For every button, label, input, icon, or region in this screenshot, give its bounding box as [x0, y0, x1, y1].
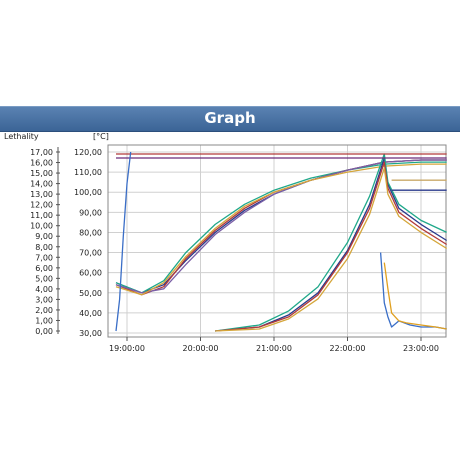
lethality-series-line: [115, 151, 132, 332]
left-tick-label: 5,00: [35, 274, 53, 283]
left-tick-label: 14,00: [30, 180, 53, 189]
temperature-series-line: [115, 161, 447, 294]
temperature-series-line: [383, 262, 447, 330]
left-tick-label: 2,00: [35, 306, 53, 315]
left-tick-label: 10,00: [30, 222, 53, 231]
x-tick-label: 23:00:00: [403, 344, 439, 353]
temperature-series-line: [115, 163, 447, 296]
left-tick-label: 11,00: [30, 211, 53, 220]
left-tick-label: 15,00: [30, 169, 53, 178]
temperature-series-line: [215, 157, 448, 332]
temp-tick-label: 90,00: [79, 208, 102, 217]
left-tick-label: 4,00: [35, 285, 53, 294]
left-tick-label: 13,00: [30, 190, 53, 199]
left-tick-label: 7,00: [35, 253, 53, 262]
left-tick-label: 1,00: [35, 316, 53, 325]
temperature-series-line: [379, 252, 447, 330]
temp-tick-label: 120,00: [74, 148, 102, 157]
temperature-series-line: [215, 167, 448, 332]
temp-tick-label: 30,00: [79, 329, 102, 338]
left-tick-label: 12,00: [30, 201, 53, 210]
temp-tick-label: 110,00: [74, 168, 102, 177]
temperature-series-line: [215, 153, 447, 332]
temperature-series-line: [215, 161, 448, 332]
left-axis-title: Lethality: [4, 132, 39, 141]
left-tick-label: 8,00: [35, 243, 53, 252]
left-tick-label: 9,00: [35, 232, 53, 241]
x-tick-label: 19:00:00: [109, 344, 145, 353]
left-tick-label: 16,00: [30, 159, 53, 168]
temp-tick-label: 50,00: [79, 289, 102, 298]
x-tick-label: 21:00:00: [256, 344, 292, 353]
page-title: Graph: [204, 109, 256, 127]
temp-tick-label: 80,00: [79, 228, 102, 237]
temperature-series-line: [115, 159, 447, 294]
x-tick-label: 20:00:00: [183, 344, 219, 353]
left-tick-label: 0,00: [35, 327, 53, 336]
right-axis-title: [°C]: [93, 132, 109, 141]
left-tick-label: 6,00: [35, 264, 53, 273]
left-tick-label: 3,00: [35, 295, 53, 304]
x-tick-label: 22:00:00: [330, 344, 366, 353]
temp-tick-label: 60,00: [79, 269, 102, 278]
header-bar: [0, 106, 460, 132]
temp-tick-label: 40,00: [79, 309, 102, 318]
temp-tick-label: 70,00: [79, 249, 102, 258]
plot-area-border: [107, 144, 447, 338]
temp-tick-label: 100,00: [74, 188, 102, 197]
left-tick-label: 17,00: [30, 148, 53, 157]
